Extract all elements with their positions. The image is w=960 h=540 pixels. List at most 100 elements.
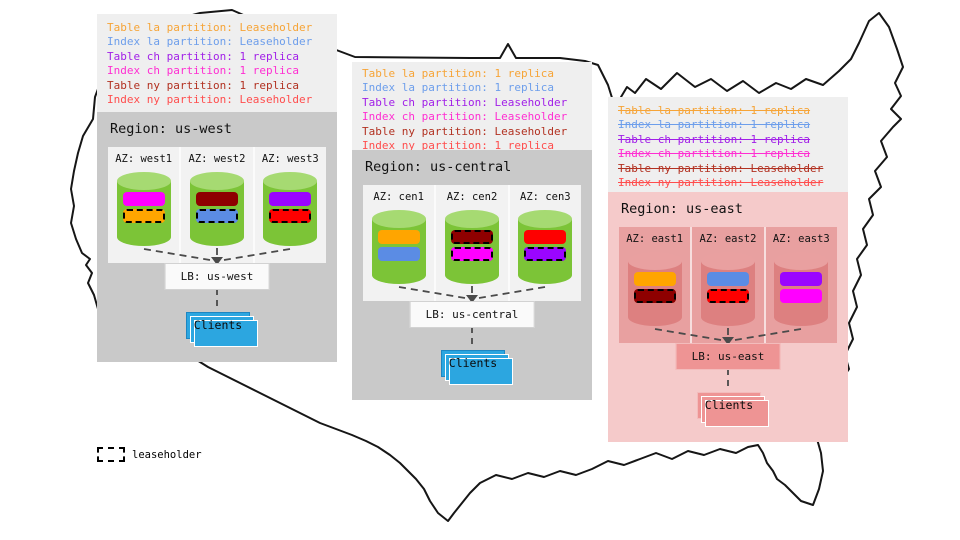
az-west3: AZ: west3 xyxy=(252,147,326,263)
region-column-us-west: Table la partition: Leaseholder Index la… xyxy=(97,14,337,362)
az-west1: AZ: west1 xyxy=(108,147,179,263)
note-line: Table ch partition: 1 replica xyxy=(618,132,811,146)
cylinder-top xyxy=(700,252,755,270)
partition-bar xyxy=(633,272,676,286)
az-strip: AZ: cen1 AZ: cen2 xyxy=(363,185,581,301)
note-line: Index la partition: 1 replica xyxy=(618,118,811,132)
az-label: AZ: cen3 xyxy=(520,191,571,203)
cylinder-top xyxy=(116,172,171,190)
az-cen3: AZ: cen3 xyxy=(507,185,581,301)
note-line: Index la partition: Leaseholder xyxy=(107,35,313,49)
note-line: Index ch partition: 1 replica xyxy=(618,147,811,161)
note-line: Index ny partition: Leaseholder xyxy=(618,176,824,190)
partition-notes-us-central: Table la partition: 1 replica Index la p… xyxy=(352,62,592,153)
az-label: AZ: cen1 xyxy=(373,191,424,203)
partition-bar xyxy=(450,247,493,261)
az-label: AZ: west1 xyxy=(115,153,173,165)
database-cylinder xyxy=(518,210,573,284)
leaseholder-swatch-icon xyxy=(97,447,125,462)
partition-bar xyxy=(633,289,676,303)
az-cen2: AZ: cen2 xyxy=(434,185,507,301)
partition-notes-us-west: Table la partition: Leaseholder Index la… xyxy=(97,14,337,112)
load-balancer-box: LB: us-west xyxy=(164,263,270,290)
legend: leaseholder xyxy=(97,447,202,462)
cylinder-bottom xyxy=(263,228,318,246)
note-line: Table la partition: 1 replica xyxy=(362,67,555,80)
cylinder-top xyxy=(189,172,244,190)
partition-bar xyxy=(450,230,493,244)
partition-bar xyxy=(195,209,238,223)
cylinder-top xyxy=(518,210,573,228)
partition-bar xyxy=(377,247,420,261)
note-line: Table ny partition: Leaseholder xyxy=(618,161,824,175)
region-column-us-east: Table la partition: 1 replica Index la p… xyxy=(608,97,848,442)
note-line: Index ny partition: Leaseholder xyxy=(107,93,313,107)
note-line: Index ch partition: Leaseholder xyxy=(362,110,568,124)
partition-bar xyxy=(706,289,749,303)
clients-box: Clients xyxy=(697,392,761,419)
az-label: AZ: cen2 xyxy=(446,191,498,203)
database-cylinder xyxy=(189,172,244,246)
region-box-us-east: Region: us-east AZ: east1 AZ: east2 xyxy=(608,192,848,442)
database-cylinder xyxy=(774,252,829,326)
note-line: Table ny partition: Leaseholder xyxy=(362,124,568,138)
cylinder-top xyxy=(774,252,829,270)
az-cen1: AZ: cen1 xyxy=(363,185,434,301)
partition-bar xyxy=(780,289,823,303)
database-cylinder xyxy=(444,210,499,284)
database-cylinder xyxy=(263,172,318,246)
partition-bar xyxy=(195,192,238,206)
note-line: Table ny partition: 1 replica xyxy=(107,78,300,92)
note-line: Index ny partition: 1 replica xyxy=(362,139,555,153)
region-box-us-central: Region: us-central AZ: cen1 AZ: cen2 xyxy=(352,150,592,400)
partition-bar xyxy=(269,192,312,206)
note-line: Table la partition: 1 replica xyxy=(618,104,811,117)
cylinder-bottom xyxy=(371,266,426,284)
az-label: AZ: east2 xyxy=(699,233,757,245)
partition-bar xyxy=(780,272,823,286)
cylinder-top xyxy=(444,210,499,228)
database-cylinder xyxy=(627,252,682,326)
note-line: Table la partition: Leaseholder xyxy=(107,21,313,34)
cylinder-top xyxy=(371,210,426,228)
note-line: Index la partition: 1 replica xyxy=(362,81,555,95)
cylinder-bottom xyxy=(116,228,171,246)
note-line: Table ch partition: Leaseholder xyxy=(362,95,568,109)
partition-bar xyxy=(524,230,567,244)
cylinder-bottom xyxy=(627,308,682,326)
cylinder-top xyxy=(263,172,318,190)
database-cylinder xyxy=(700,252,755,326)
az-label: AZ: west3 xyxy=(261,153,319,165)
az-east2: AZ: east2 xyxy=(690,227,763,343)
az-label: AZ: west2 xyxy=(188,153,246,165)
partition-bar xyxy=(377,230,420,244)
cylinder-bottom xyxy=(518,266,573,284)
partition-bar xyxy=(269,209,312,223)
note-line: Index ch partition: 1 replica xyxy=(107,64,300,78)
region-box-us-west: Region: us-west AZ: west1 AZ: west2 xyxy=(97,112,337,362)
az-west2: AZ: west2 xyxy=(179,147,252,263)
cylinder-bottom xyxy=(774,308,829,326)
region-title: Region: us-west xyxy=(110,121,232,137)
clients-box: Clients xyxy=(186,312,250,339)
cylinder-bottom xyxy=(700,308,755,326)
database-cylinder xyxy=(371,210,426,284)
clients-box: Clients xyxy=(441,350,505,377)
az-label: AZ: east3 xyxy=(772,233,830,245)
az-strip: AZ: west1 AZ: west2 xyxy=(108,147,326,263)
database-cylinder xyxy=(116,172,171,246)
region-title: Region: us-central xyxy=(365,159,512,175)
cylinder-bottom xyxy=(444,266,499,284)
legend-label: leaseholder xyxy=(132,448,202,461)
cylinder-top xyxy=(627,252,682,270)
partition-bar xyxy=(122,209,165,223)
cylinder-bottom xyxy=(189,228,244,246)
partition-bar xyxy=(122,192,165,206)
az-label: AZ: east1 xyxy=(626,233,684,245)
load-balancer-box: LB: us-central xyxy=(409,301,535,328)
load-balancer-box: LB: us-east xyxy=(675,343,781,370)
note-line: Table ch partition: 1 replica xyxy=(107,49,300,63)
partition-bar xyxy=(706,272,749,286)
region-column-us-central: Table la partition: 1 replica Index la p… xyxy=(352,62,592,400)
partition-bar xyxy=(524,247,567,261)
